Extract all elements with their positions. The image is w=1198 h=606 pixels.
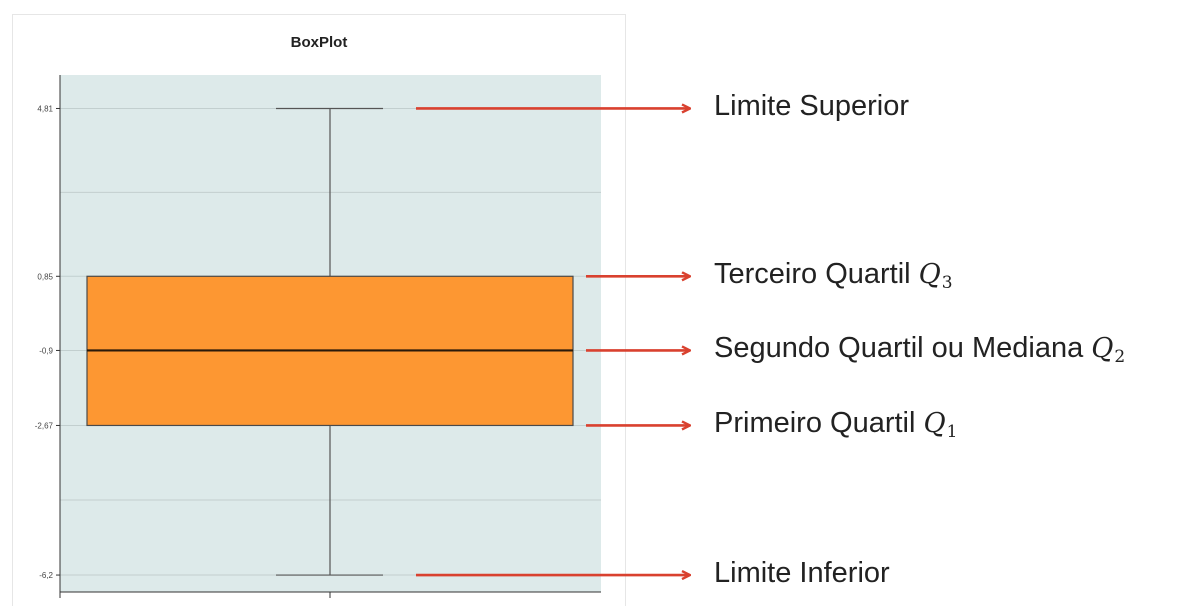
annotation-label: Terceiro Quartil	[714, 258, 911, 291]
annotation-label: Segundo Quartil ou Mediana	[714, 332, 1084, 365]
y-tick-label: -6,2	[39, 571, 53, 580]
y-tick-label: -0,9	[39, 346, 53, 355]
annotation-q3: Terceiro Quartil Q3	[714, 260, 953, 292]
annotation-q1: Primeiro Quartil Q1	[714, 409, 957, 441]
chart-frame	[12, 14, 626, 606]
annotation-lower-limit: Limite Inferior	[714, 559, 890, 588]
y-tick-label: 0,85	[37, 272, 53, 281]
annotation-label: Limite Inferior	[714, 557, 890, 590]
annotation-median: Segundo Quartil ou Mediana Q2	[714, 334, 1125, 366]
annotation-upper-limit: Limite Superior	[714, 92, 909, 121]
y-tick-label: 4,81	[37, 104, 53, 113]
quartile-symbol: Q1	[923, 408, 958, 443]
annotation-label: Limite Superior	[714, 90, 910, 123]
annotation-label: Primeiro Quartil	[714, 407, 916, 440]
quartile-symbol: Q3	[918, 259, 953, 294]
chart-title: BoxPlot	[290, 34, 348, 51]
quartile-symbol: Q2	[1091, 333, 1126, 368]
y-tick-label: -2,67	[35, 421, 54, 430]
